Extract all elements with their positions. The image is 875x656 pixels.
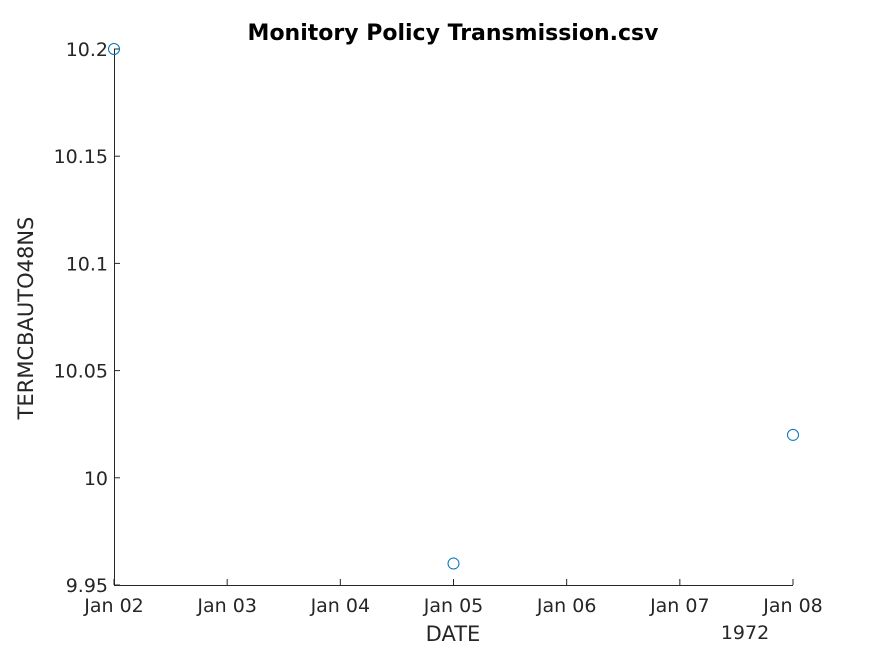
y-tick-label: 9.95 <box>66 575 108 597</box>
x-tick-label: Jan 07 <box>649 595 710 617</box>
y-tick-label: 10.15 <box>54 146 108 168</box>
x-tick-label: Jan 04 <box>310 595 371 617</box>
y-tick-label: 10.2 <box>66 39 108 61</box>
data-point <box>108 43 120 55</box>
data-point <box>787 428 799 441</box>
y-ticks: 9.95 10 10.05 10.1 10.15 10.2 <box>54 39 120 597</box>
x-tick-label: Jan 06 <box>536 595 597 617</box>
x-axis-year-label: 1972 <box>721 622 769 644</box>
chart-title: Monitory Policy Transmission.csv <box>248 21 660 46</box>
y-tick-label: 10.1 <box>66 253 108 275</box>
x-tick-label: Jan 02 <box>83 595 144 617</box>
x-tick-label: Jan 05 <box>423 595 484 617</box>
plot-area <box>114 49 793 586</box>
x-tick-label: Jan 03 <box>196 595 257 617</box>
x-ticks: Jan 02 Jan 03 Jan 04 Jan 05 Jan 06 Jan 07 Jan … <box>83 579 823 617</box>
data-point <box>447 557 460 570</box>
x-axis-label: DATE <box>426 622 481 646</box>
y-tick-label: 10.05 <box>54 361 108 383</box>
x-tick-label: Jan 08 <box>762 595 823 617</box>
data-markers <box>108 43 799 570</box>
y-axis-label: TERMCBAUTO48NS <box>14 217 38 421</box>
y-tick-label: 10 <box>84 468 108 490</box>
